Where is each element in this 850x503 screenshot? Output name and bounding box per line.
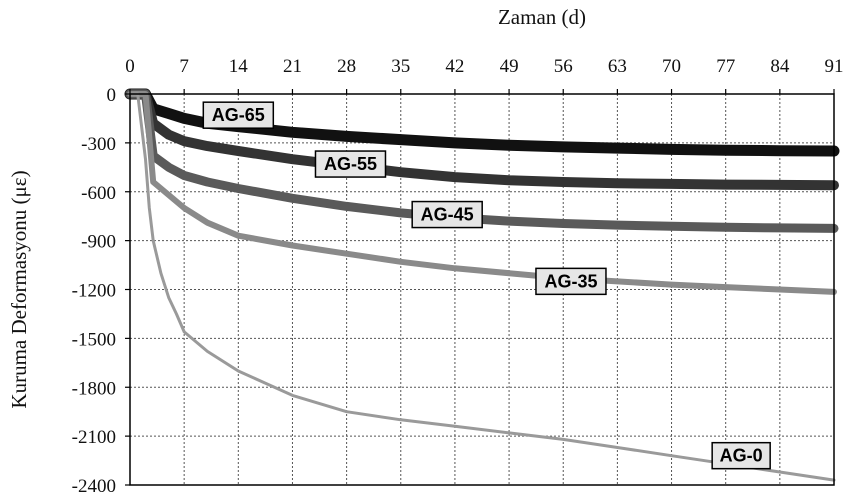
y-tick-labels: 0 -300 -600 -900 -1200 -1500 -1800 -2100 -2400 bbox=[72, 85, 130, 497]
y-tick-label-2: -600 bbox=[81, 183, 116, 204]
series-lines bbox=[124, 88, 840, 482]
x-tick-label-13: 91 bbox=[825, 56, 844, 77]
y-tick-label-5: -1500 bbox=[72, 329, 116, 350]
x-tick-label-9: 63 bbox=[608, 56, 627, 77]
x-tick-label-0: 0 bbox=[125, 56, 135, 77]
y-tick-label-6: -1800 bbox=[72, 378, 116, 399]
x-tick-label-8: 56 bbox=[554, 56, 573, 77]
series-label-ag-35: AG-35 bbox=[535, 267, 607, 296]
x-tick-labels: 0 7 14 21 28 35 42 49 56 63 70 77 84 91 bbox=[125, 56, 844, 94]
y-tick-label-0: 0 bbox=[107, 85, 117, 106]
series-label-box-4 bbox=[711, 441, 771, 470]
series-label-text-3: AG-35 bbox=[544, 271, 597, 291]
x-tick-label-10: 70 bbox=[662, 56, 681, 77]
series-label-ag-45: AG-45 bbox=[411, 200, 483, 229]
series-label-text-1: AG-55 bbox=[324, 154, 377, 174]
y-axis-title: Kuruma Deformasyonu (με) bbox=[7, 170, 31, 408]
y-tick-label-1: -300 bbox=[81, 134, 116, 155]
x-tick-label-6: 42 bbox=[445, 56, 464, 77]
x-tick-label-7: 49 bbox=[500, 56, 519, 77]
x-tick-label-12: 84 bbox=[770, 56, 790, 77]
series-label-box-1 bbox=[314, 150, 387, 178]
series-label-ag-0: AG-0 bbox=[711, 441, 771, 470]
series-label-box-2 bbox=[411, 200, 483, 229]
y-tick-label-7: -2100 bbox=[72, 427, 116, 448]
series-label-box-0 bbox=[202, 101, 275, 129]
series-line-ag-0 bbox=[128, 92, 836, 482]
series-label-text-4: AG-0 bbox=[720, 446, 763, 466]
series-label-ag-55: AG-55 bbox=[314, 150, 387, 178]
y-tick-label-3: -900 bbox=[81, 232, 116, 253]
x-tick-label-4: 28 bbox=[337, 56, 356, 77]
x-tick-label-1: 7 bbox=[179, 56, 189, 77]
series-annotations: AG-65 AG-55 AG-45 AG-35 AG-0 bbox=[202, 101, 771, 470]
x-tick-label-11: 77 bbox=[716, 56, 735, 77]
y-tick-label-4: -1200 bbox=[72, 281, 116, 302]
series-label-text-0: AG-65 bbox=[212, 105, 265, 125]
series-line-ag-35 bbox=[127, 91, 837, 295]
y-tick-label-8: -2400 bbox=[72, 476, 116, 497]
series-label-ag-65: AG-65 bbox=[202, 101, 275, 129]
x-tick-label-5: 35 bbox=[391, 56, 410, 77]
series-label-text-2: AG-45 bbox=[421, 205, 474, 225]
x-tick-label-2: 14 bbox=[229, 56, 249, 77]
x-tick-label-3: 21 bbox=[283, 56, 302, 77]
series-label-box-3 bbox=[535, 267, 607, 296]
x-axis-title: Zaman (d) bbox=[498, 5, 586, 29]
